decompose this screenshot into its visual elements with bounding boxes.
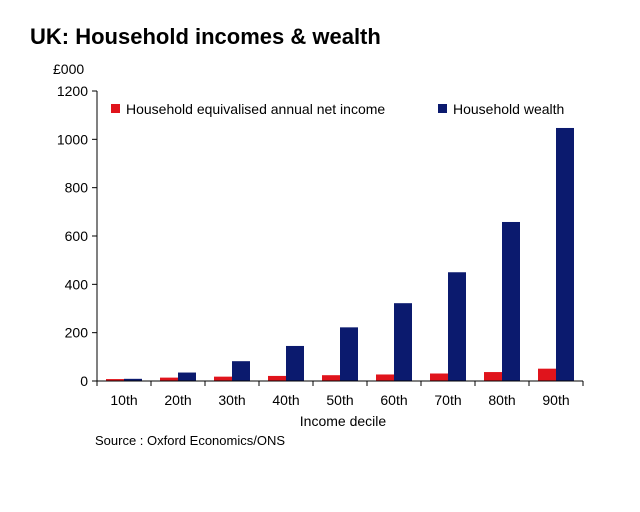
income-bar — [538, 368, 556, 381]
wealth-bar — [232, 361, 250, 381]
wealth-bar — [556, 127, 574, 381]
x-tick-label: 70th — [434, 392, 461, 408]
income-bar — [160, 377, 178, 381]
income-bar — [106, 379, 124, 381]
y-tick-label: 200 — [65, 325, 89, 341]
x-tick-label: 90th — [542, 392, 569, 408]
y-tick-label: 1000 — [57, 131, 88, 147]
income-bar — [214, 376, 232, 381]
x-tick-label: 20th — [164, 392, 191, 408]
chart-title: UK: Household incomes & wealth — [30, 24, 381, 49]
wealth-bar — [394, 303, 412, 381]
y-tick-label: 800 — [65, 180, 89, 196]
x-tick-label: 40th — [272, 392, 299, 408]
income-bar — [268, 375, 286, 381]
x-tick-label: 60th — [380, 392, 407, 408]
bars — [106, 127, 574, 381]
y-tick-label: 0 — [80, 373, 88, 389]
legend-swatch — [111, 104, 120, 113]
y-tick-label: 600 — [65, 228, 89, 244]
wealth-bar — [448, 272, 466, 381]
x-tick-label: 50th — [326, 392, 353, 408]
x-tick-label: 80th — [488, 392, 515, 408]
income-bar — [322, 375, 340, 381]
legend: Household equivalised annual net income H… — [111, 101, 564, 117]
x-axis-label: Income decile — [300, 413, 387, 429]
x-tick-label: 30th — [218, 392, 245, 408]
income-bar — [484, 372, 502, 381]
wealth-bar — [502, 221, 520, 381]
source-note: Source : Oxford Economics/ONS — [95, 433, 285, 448]
wealth-bar — [124, 378, 142, 381]
x-tick-label: 10th — [110, 392, 137, 408]
y-tick-label: 1200 — [57, 83, 88, 99]
y-unit-label: £000 — [53, 61, 84, 77]
wealth-bar — [286, 345, 304, 381]
wealth-bar — [178, 372, 196, 381]
wealth-bar — [340, 327, 358, 381]
income-bar — [430, 373, 448, 381]
legend-label: Household wealth — [453, 101, 564, 117]
x-axis: 10th 20th 30th 40th 50th 60th 70th 80th 90th — [96, 380, 584, 408]
legend-label: Household equivalised annual net income — [126, 101, 385, 117]
legend-swatch — [438, 104, 447, 113]
income-bar — [376, 374, 394, 381]
y-tick-label: 400 — [65, 276, 89, 292]
y-axis: 0 200 400 600 800 1000 1200 — [57, 83, 98, 389]
